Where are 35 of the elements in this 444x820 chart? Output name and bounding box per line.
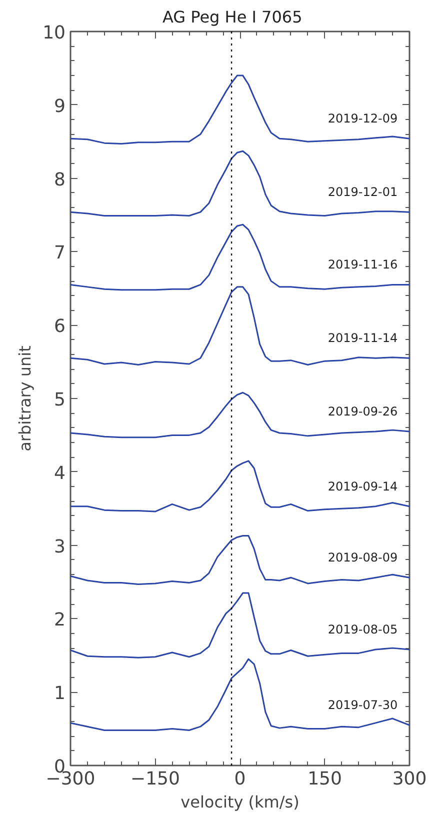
line-series xyxy=(70,535,410,585)
line-series xyxy=(70,224,410,291)
y-tick-label: 1 xyxy=(54,683,66,704)
series-label: 2019-12-01 xyxy=(328,185,398,200)
x-tick-label: 0 xyxy=(234,768,246,790)
y-tick-label: 5 xyxy=(54,390,66,410)
series-label: 2019-11-14 xyxy=(328,331,398,346)
series-label: 2019-12-09 xyxy=(328,112,398,126)
x-tick-label: −150 xyxy=(130,768,180,790)
y-tick-label: 4 xyxy=(54,462,66,484)
y-tick-label: 2 xyxy=(54,610,66,631)
y-tick-label: 8 xyxy=(54,169,66,190)
y-tick-label: 3 xyxy=(54,536,66,558)
chart-title: AG Peg He I 7065 xyxy=(162,8,302,26)
series-label: 2019-09-26 xyxy=(328,404,398,418)
y-axis-title: arbitrary unit xyxy=(16,346,35,452)
y-tick-label: 9 xyxy=(54,96,66,117)
line-series xyxy=(70,286,410,366)
series-label: 2019-09-14 xyxy=(328,479,398,494)
series-label: 2019-08-09 xyxy=(328,550,398,565)
line-series xyxy=(70,658,410,732)
x-axis-title: velocity (km/s) xyxy=(180,792,300,812)
line-series xyxy=(70,392,410,438)
y-tick-label: 10 xyxy=(42,22,66,44)
series-label: 2019-08-05 xyxy=(328,622,398,636)
x-tick-label: 300 xyxy=(392,768,427,790)
line-series xyxy=(70,460,410,512)
line-series xyxy=(70,74,410,145)
line-series xyxy=(70,150,410,216)
y-tick-label: 6 xyxy=(54,316,66,338)
y-tick-label: 7 xyxy=(54,242,66,264)
x-tick-label: 150 xyxy=(308,768,342,790)
series-label: 2019-07-30 xyxy=(328,698,398,712)
line-series xyxy=(70,592,410,658)
series-label: 2019-11-16 xyxy=(328,258,398,272)
